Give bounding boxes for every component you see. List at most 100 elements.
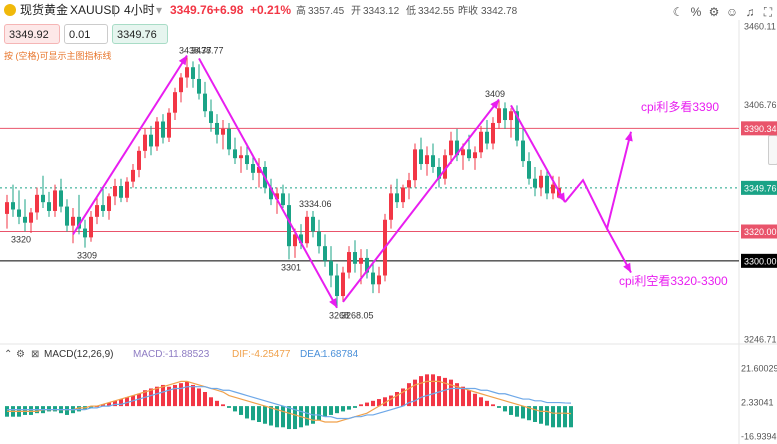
sell-price-button[interactable]: 3349.92 bbox=[4, 24, 60, 44]
macd-histogram-bar bbox=[197, 388, 201, 407]
candle-body bbox=[23, 216, 27, 223]
open-label: 开 bbox=[351, 6, 361, 17]
percent-icon[interactable]: % bbox=[690, 5, 702, 19]
candle-body bbox=[359, 257, 363, 264]
candle-body bbox=[35, 194, 39, 213]
macd-histogram-bar bbox=[413, 379, 417, 407]
macd-histogram-bar bbox=[359, 404, 363, 407]
candle-body bbox=[5, 202, 9, 214]
side-panel-handle[interactable] bbox=[768, 135, 777, 165]
candle-body bbox=[371, 272, 375, 285]
macd-histogram-bar bbox=[101, 404, 105, 407]
candle-body bbox=[89, 216, 93, 238]
macd-histogram-bar bbox=[245, 406, 249, 419]
price-tag-label: 3320.00 bbox=[744, 227, 777, 237]
collapse-icon[interactable]: ⌃ bbox=[4, 349, 13, 360]
macd-histogram-bar bbox=[539, 406, 543, 424]
price-annotation: 3409 bbox=[485, 89, 505, 99]
candle-body bbox=[437, 166, 441, 179]
macd-histogram-bar bbox=[29, 406, 33, 415]
projection-label-bull: cpi利多看3390 bbox=[641, 100, 719, 114]
price-tag-label: 3300.00 bbox=[744, 256, 777, 266]
candle-body bbox=[449, 140, 453, 156]
arrowhead bbox=[557, 192, 565, 203]
candle-body bbox=[365, 257, 369, 273]
arrowhead bbox=[178, 55, 187, 66]
candle-body bbox=[341, 272, 345, 297]
trend-line bbox=[72, 54, 188, 235]
lot-size-input[interactable]: 0.01 bbox=[64, 24, 108, 44]
macd-histogram-bar bbox=[449, 379, 453, 407]
macd-histogram-bar bbox=[281, 406, 285, 428]
candle-body bbox=[329, 260, 333, 276]
candle-body bbox=[515, 111, 519, 141]
candle-body bbox=[29, 212, 33, 223]
prev-close-value: 3342.78 bbox=[481, 6, 518, 17]
macd-histogram-bar bbox=[407, 383, 411, 407]
user-icon[interactable]: ☺ bbox=[725, 5, 739, 19]
candle-body bbox=[281, 193, 285, 206]
macd-histogram-bar bbox=[203, 391, 207, 407]
candle-body bbox=[137, 150, 141, 170]
symbol-name[interactable]: 现货黄金 bbox=[20, 3, 69, 17]
symbol-code[interactable]: XAUUSD bbox=[70, 3, 121, 17]
candle-body bbox=[311, 216, 315, 232]
price-tag-bg bbox=[741, 253, 777, 268]
macd-histogram-bar bbox=[533, 406, 537, 422]
candle-body bbox=[173, 92, 177, 113]
close-indicator-icon[interactable]: ⊠ bbox=[31, 349, 40, 360]
macd-histogram-bar bbox=[443, 377, 447, 407]
macd-axis-label: 2.33041 bbox=[741, 398, 774, 408]
price-tag-bg bbox=[741, 121, 777, 136]
macd-histogram-bar bbox=[365, 402, 369, 407]
prev-close-label: 昨收 bbox=[458, 6, 478, 17]
candle-body bbox=[11, 202, 15, 210]
macd-histogram-bar bbox=[149, 388, 153, 407]
settings-icon[interactable]: ⚙ bbox=[708, 5, 720, 19]
candle-body bbox=[191, 67, 195, 79]
moon-icon[interactable]: ☾ bbox=[672, 5, 684, 19]
macd-histogram-bar bbox=[323, 406, 327, 417]
macd-histogram-bar bbox=[227, 406, 231, 408]
timeframe-selector[interactable]: 4小时 bbox=[124, 3, 155, 17]
macd-histogram-bar bbox=[527, 406, 531, 421]
candle-body bbox=[245, 155, 249, 165]
macd-histogram-bar bbox=[293, 406, 297, 430]
toolbar-icons: ☾% ⚙ ☺ ♫ ⛶ bbox=[668, 3, 776, 21]
candle-body bbox=[377, 275, 381, 285]
candle-body bbox=[113, 186, 117, 197]
candle-body bbox=[131, 169, 135, 182]
low-label: 低 bbox=[406, 6, 416, 17]
settings-gear-icon[interactable]: ⚙ bbox=[16, 349, 25, 360]
macd-histogram-bar bbox=[455, 383, 459, 407]
macd-histogram-bar bbox=[305, 406, 309, 426]
candle-body bbox=[221, 128, 225, 135]
macd-histogram-bar bbox=[275, 406, 279, 428]
dea-line bbox=[7, 386, 572, 420]
candle-body bbox=[299, 234, 303, 244]
macd-histogram-bar bbox=[143, 390, 147, 407]
macd-histogram-bar bbox=[155, 386, 159, 407]
buy-price-button[interactable]: 3349.76 bbox=[112, 24, 168, 44]
candle-body bbox=[41, 194, 45, 203]
price-axis-label: 3460.11 bbox=[744, 22, 776, 32]
dropdown-caret-icon[interactable]: ▾ bbox=[156, 3, 163, 17]
header-divider: | bbox=[113, 3, 117, 17]
trend-line bbox=[510, 104, 566, 203]
macd-histogram-bar bbox=[479, 397, 483, 407]
arrowhead bbox=[624, 131, 633, 142]
macd-histogram-bar bbox=[335, 406, 339, 414]
candles bbox=[5, 57, 561, 308]
macd-histogram-bar bbox=[329, 406, 333, 415]
macd-axis-label: 21.60029 bbox=[741, 364, 777, 374]
candle-body bbox=[425, 155, 429, 165]
price-tag-label: 3390.34 bbox=[744, 124, 777, 134]
macd-histogram-bar bbox=[185, 381, 189, 407]
macd-histogram-bar bbox=[491, 404, 495, 407]
price-axis-label: 3406.76 bbox=[744, 100, 777, 110]
macd-histogram-bar bbox=[395, 391, 399, 407]
indicator-hint: 按 (空格)可显示主图指标线 bbox=[4, 51, 112, 61]
bell-icon[interactable]: ♫ bbox=[745, 5, 755, 19]
fullscreen-icon[interactable]: ⛶ bbox=[763, 5, 773, 19]
